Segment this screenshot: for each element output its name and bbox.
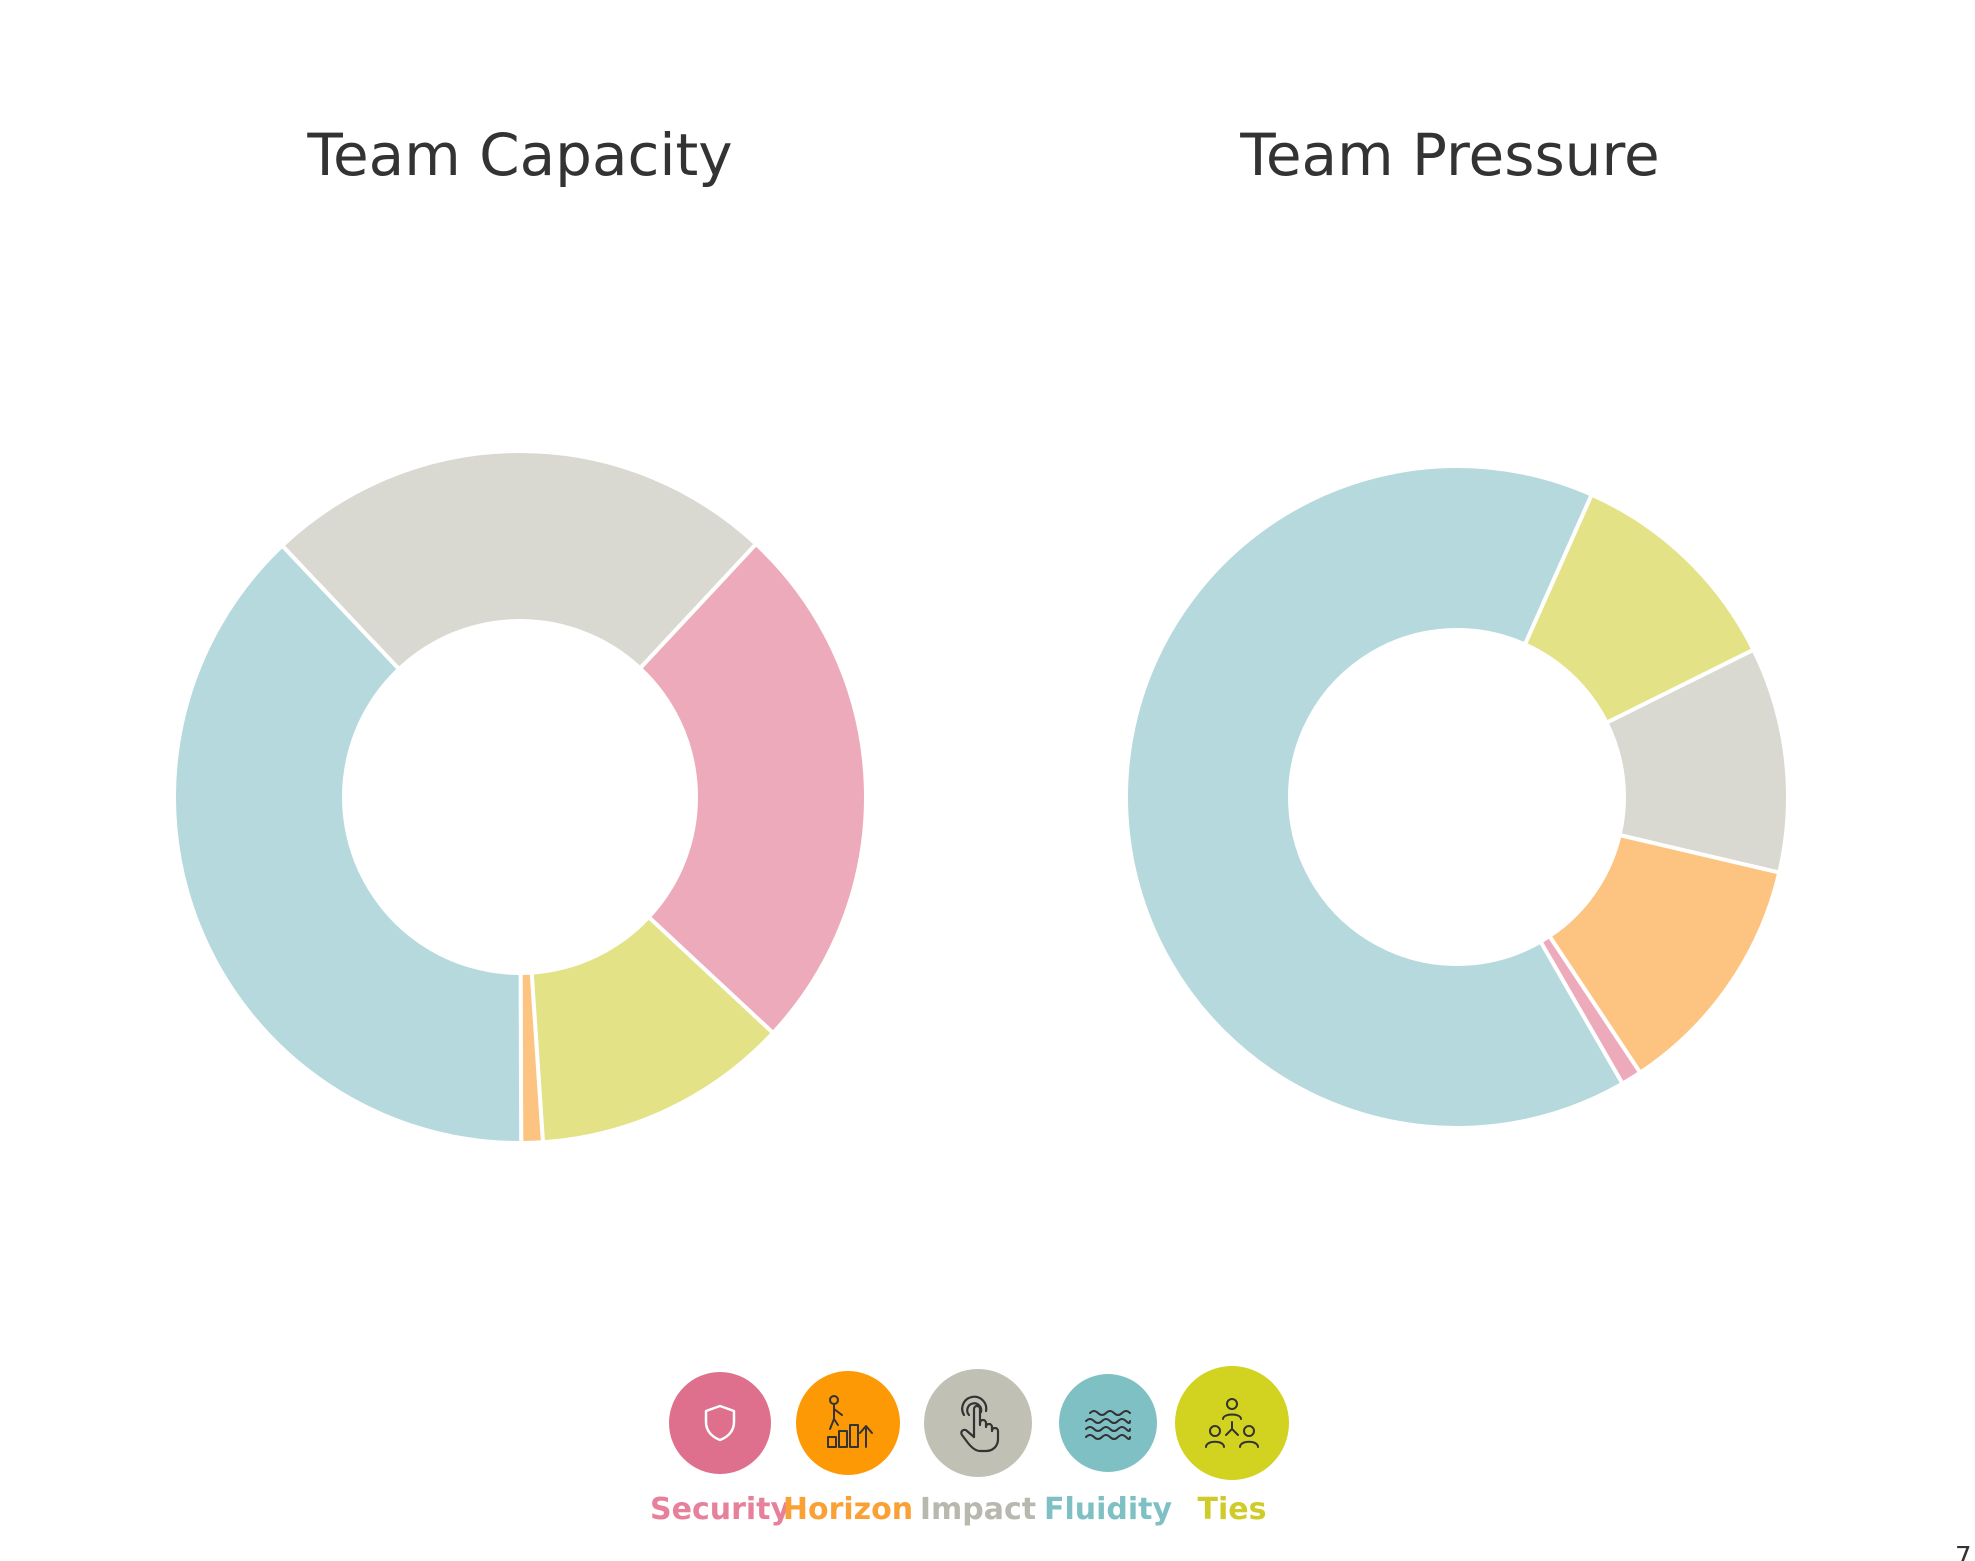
legend-label-horizon: Horizon bbox=[782, 1492, 914, 1527]
slice-ties bbox=[1522, 492, 1756, 725]
person-climbing-steps-icon bbox=[827, 1395, 873, 1448]
legend-label-ties: Ties bbox=[1197, 1492, 1267, 1527]
team-capacity-title: Team Capacity bbox=[306, 121, 732, 189]
team-pressure-slices bbox=[1124, 464, 1790, 1130]
legend-label-impact: Impact bbox=[919, 1492, 1037, 1527]
legend-item-ties: Ties bbox=[1162, 1360, 1302, 1540]
team-pressure-title: Team Pressure bbox=[1239, 121, 1659, 189]
legend-circle-security bbox=[669, 1372, 771, 1474]
legend: Security Horizon bbox=[650, 1360, 1340, 1540]
legend-item-security: Security bbox=[650, 1360, 790, 1540]
legend-item-fluidity: Fluidity bbox=[1038, 1360, 1178, 1540]
legend-circle-ties bbox=[1175, 1366, 1289, 1480]
legend-circle-horizon bbox=[796, 1371, 900, 1475]
legend-item-impact: Impact bbox=[908, 1360, 1048, 1540]
slice-fluidity bbox=[1124, 464, 1625, 1130]
page-number: 7 bbox=[1955, 1542, 1972, 1561]
legend-label-fluidity: Fluidity bbox=[1043, 1492, 1173, 1527]
slice-impact bbox=[280, 449, 758, 672]
slice-horizon bbox=[1547, 833, 1782, 1075]
slice-security bbox=[638, 541, 868, 1035]
slice-fluidity bbox=[172, 543, 524, 1146]
tap-hand-icon bbox=[960, 1395, 1000, 1453]
waves-icon bbox=[1085, 1410, 1131, 1440]
legend-item-horizon: Horizon bbox=[778, 1360, 918, 1540]
people-network-icon bbox=[1205, 1398, 1259, 1448]
team-capacity-slices bbox=[172, 449, 868, 1146]
legend-circle-fluidity bbox=[1059, 1374, 1157, 1472]
slice-impact bbox=[1604, 647, 1790, 875]
team-capacity-chart: Team Capacity bbox=[172, 121, 868, 1146]
legend-label-security: Security bbox=[650, 1492, 791, 1527]
legend-circle-impact bbox=[924, 1369, 1032, 1477]
team-pressure-chart: Team Pressure bbox=[1124, 121, 1790, 1130]
shield-icon bbox=[704, 1404, 736, 1442]
